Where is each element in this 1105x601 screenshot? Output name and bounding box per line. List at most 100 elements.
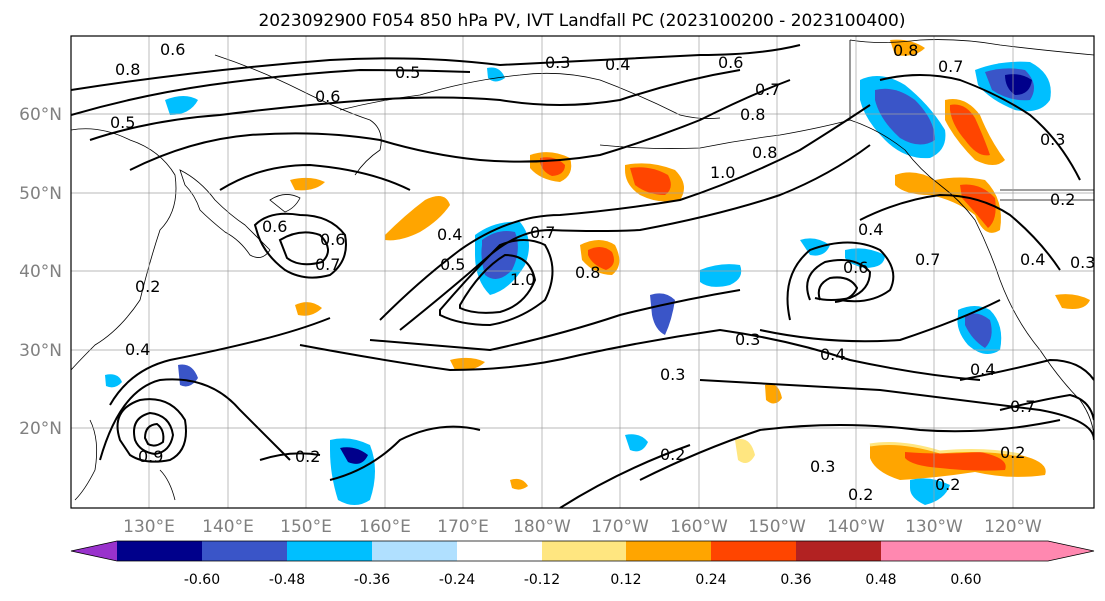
- contour-label: 0.6: [315, 87, 340, 106]
- colorbar-tick: -0.12: [524, 572, 560, 588]
- contour-label: 0.5: [395, 63, 420, 82]
- colorbar-segment: [287, 541, 372, 561]
- contour-label: 0.3: [1070, 253, 1095, 272]
- contour-label: 0.3: [810, 457, 835, 476]
- lon-label: 130°E: [123, 517, 175, 537]
- colorbar-segment: [202, 541, 287, 561]
- colorbar-ticks: -0.60 -0.48 -0.36 -0.24 -0.12 0.12 0.24 …: [184, 572, 982, 588]
- contour-label: 1.0: [510, 270, 535, 289]
- contour-label: 0.6: [320, 230, 345, 249]
- positive-anomaly-area: [295, 302, 322, 316]
- colorbar-tick: -0.36: [354, 572, 390, 588]
- contour-label: 0.7: [915, 250, 940, 269]
- contour-label: 0.6: [262, 217, 287, 236]
- contour-label: 0.7: [755, 80, 780, 99]
- colorbar-segment: [711, 541, 796, 561]
- negative-anomaly-area: [625, 434, 648, 452]
- contour-label: 0.7: [938, 57, 963, 76]
- colorbar-segment: [542, 541, 626, 561]
- colorbar-segment: [626, 541, 711, 561]
- contour-label: 0.8: [893, 41, 918, 60]
- contour-label: 0.5: [110, 113, 135, 132]
- contour-label: 0.8: [740, 105, 765, 124]
- map-frame: [70, 35, 1095, 509]
- contour-label: 0.8: [752, 143, 777, 162]
- colorbar-tick: 0.48: [865, 572, 896, 588]
- positive-anomaly-area: [290, 177, 325, 191]
- contour-label: 0.4: [1020, 250, 1045, 269]
- positive-anomaly-area: [735, 439, 755, 464]
- lon-label: 170°W: [591, 517, 649, 537]
- negative-anomaly-area: [105, 374, 122, 388]
- map-area: 0.5 0.6 0.5 0.3 0.4 0.6 0.7 0.8 0.8 0.7 …: [71, 36, 1095, 508]
- contour-label: 0.7: [530, 223, 555, 242]
- ivt-contours: [71, 44, 1094, 508]
- negative-anomaly-area: [965, 313, 992, 348]
- contour-label: 0.4: [820, 345, 845, 364]
- lat-label: 60°N: [19, 105, 62, 125]
- colorbar-segment: [117, 541, 202, 561]
- contour-label: 0.2: [935, 475, 960, 494]
- colorbar: -0.60 -0.48 -0.36 -0.24 -0.12 0.12 0.24 …: [70, 540, 1095, 588]
- contour-label: 0.2: [135, 277, 160, 296]
- negative-anomaly-area: [165, 96, 198, 115]
- positive-anomaly-area: [540, 157, 565, 176]
- colorbar-extend-low: [71, 541, 117, 561]
- lon-label: 140°E: [202, 517, 254, 537]
- lon-label: 130°W: [905, 517, 963, 537]
- colorbar-segment: [372, 541, 457, 561]
- positive-anomaly-area: [630, 167, 671, 195]
- lon-label: 160°E: [359, 517, 411, 537]
- colorbar-tick: -0.48: [269, 572, 305, 588]
- positive-anomaly-area: [905, 452, 1006, 471]
- contour-label: 0.2: [660, 445, 685, 464]
- contour-labels: 0.5 0.6 0.5 0.3 0.4 0.6 0.7 0.8 0.8 0.7 …: [110, 40, 1095, 504]
- contour-label: 0.6: [843, 258, 868, 277]
- negative-anomaly-area: [487, 67, 505, 82]
- colorbar-tick: -0.60: [184, 572, 220, 588]
- contour-label: 0.7: [315, 255, 340, 274]
- negative-anomaly-area: [875, 88, 935, 145]
- coastlines: [71, 39, 1094, 501]
- contour-label: 0.2: [295, 447, 320, 466]
- lon-label: 140°W: [827, 517, 885, 537]
- positive-anomaly-area: [588, 246, 614, 270]
- contour-label: 0.6: [718, 53, 743, 72]
- contour-label: 0.6: [160, 40, 185, 59]
- contour-label: 0.3: [735, 330, 760, 349]
- lat-label: 40°N: [19, 262, 62, 282]
- graticule: [71, 36, 1094, 508]
- contour-label: 0.3: [545, 53, 570, 72]
- negative-anomaly-area: [340, 447, 368, 464]
- positive-anomaly-area: [950, 104, 990, 156]
- positive-anomaly-area: [510, 478, 528, 490]
- lon-label: 150°W: [748, 517, 806, 537]
- colorbar-tick: 0.60: [950, 572, 981, 588]
- lon-label: 170°E: [437, 517, 489, 537]
- lon-label: 180°W: [513, 517, 571, 537]
- positive-anomaly-area: [385, 196, 450, 241]
- negative-anomaly-area: [800, 238, 830, 256]
- negative-anomaly-area: [700, 264, 742, 287]
- positive-anomaly-area: [890, 39, 925, 56]
- contour-label: 0.8: [115, 60, 140, 79]
- longitude-labels: 130°E 140°E 150°E 160°E 170°E 180°W 170°…: [123, 517, 1042, 537]
- colorbar-tick: 0.36: [780, 572, 811, 588]
- contour-label: 0.3: [660, 365, 685, 384]
- contour-label: 0.7: [1010, 397, 1035, 416]
- contour-label: 0.2: [1000, 443, 1025, 462]
- contour-label: 0.4: [125, 340, 150, 359]
- colorbar-tick: 0.12: [610, 572, 641, 588]
- contour-label: 0.2: [1050, 190, 1075, 209]
- contour-label: 0.2: [848, 485, 873, 504]
- contour-label: 0.4: [858, 220, 883, 239]
- contour-label: 0.8: [575, 263, 600, 282]
- positive-anomaly-area: [1055, 294, 1090, 309]
- colorbar-tick: -0.24: [439, 572, 475, 588]
- positive-anomaly-area: [960, 184, 996, 228]
- contour-label: 0.5: [440, 255, 465, 274]
- lat-label: 30°N: [19, 341, 62, 361]
- negative-anomaly-area: [1005, 74, 1032, 95]
- contour-label: 0.4: [437, 225, 462, 244]
